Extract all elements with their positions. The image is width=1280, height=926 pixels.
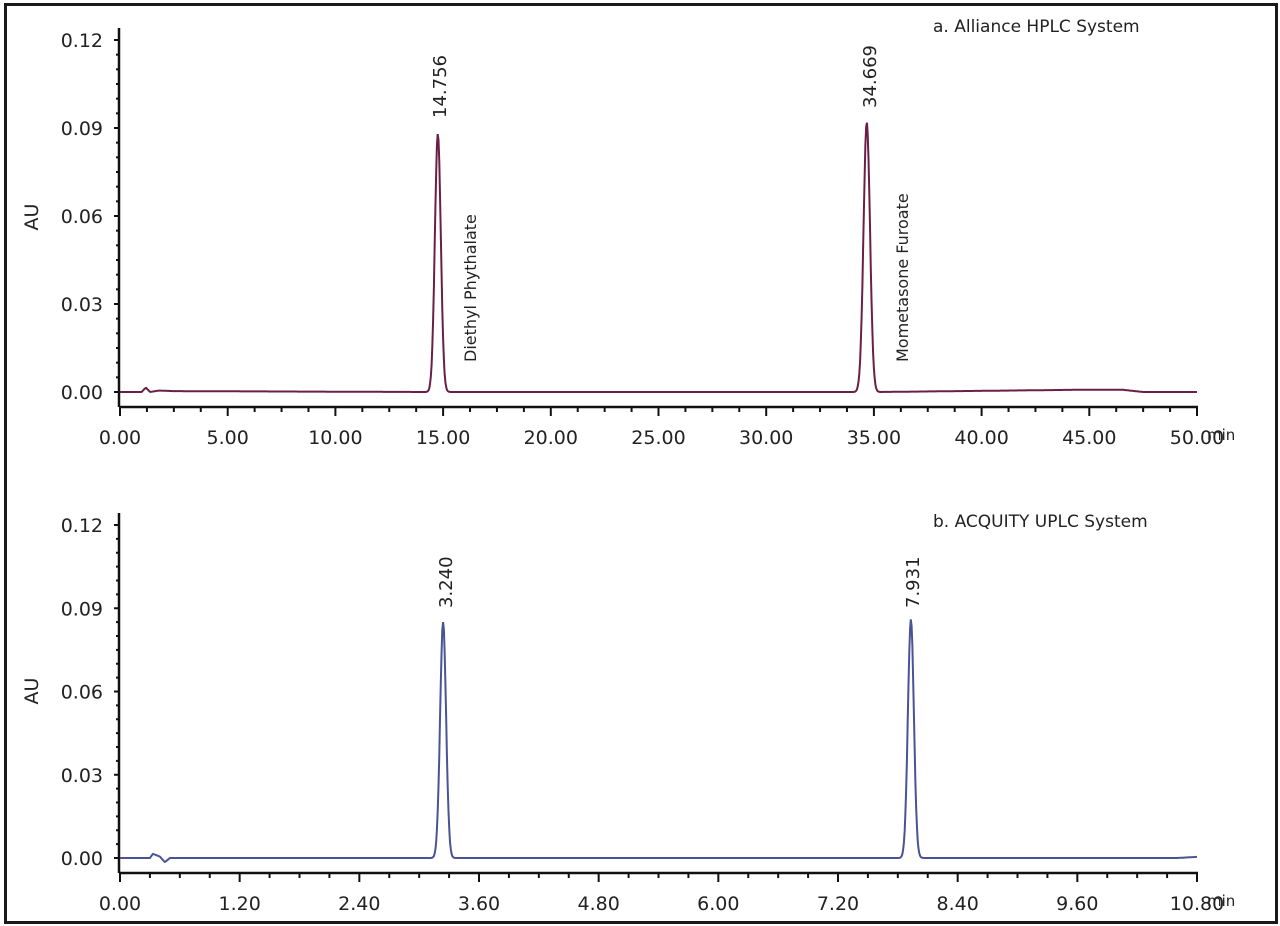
y-tick-label: 0.00 bbox=[61, 382, 103, 404]
x-tick-label: 20.00 bbox=[524, 427, 578, 449]
compound-label-mometasone-furoate: Mometasone Furoate bbox=[893, 193, 912, 362]
y-axis-title: AU bbox=[21, 678, 43, 705]
x-tick-label: 10.00 bbox=[308, 427, 362, 449]
y-axis: 0.00 0.03 0.06 0.09 0.12 bbox=[61, 513, 121, 873]
x-tick-label: 7.20 bbox=[817, 893, 859, 915]
x-tick-label: 10.80 bbox=[1170, 893, 1224, 915]
x-tick-label: 3.60 bbox=[458, 893, 500, 915]
y-axis-title: AU bbox=[21, 204, 43, 231]
peak-rt-label: 3.240 bbox=[436, 556, 457, 608]
x-tick-label: 0.00 bbox=[99, 427, 141, 449]
x-tick-label: 15.00 bbox=[416, 427, 470, 449]
x-axis-unit: min bbox=[1207, 892, 1235, 910]
panel-b-title: b. ACQUITY UPLC System bbox=[933, 512, 1148, 532]
peak-rt-label: 7.931 bbox=[903, 556, 924, 608]
compound-label-diethyl-phthalate: Diethyl Phythalate bbox=[461, 214, 480, 362]
x-tick-label: 25.00 bbox=[631, 427, 685, 449]
x-tick-label: 4.80 bbox=[578, 893, 620, 915]
hplc-trace bbox=[120, 122, 1197, 393]
panel-b-acquity-uplc: b. ACQUITY UPLC System AU 0.000.030.060.… bbox=[21, 512, 1235, 915]
y-tick-label: 0.00 bbox=[61, 848, 103, 870]
x-axis: 0.00 1.20 2.40 3.60 4.80 6.00 7.20 8.40 9.60 10.8… bbox=[99, 871, 1224, 915]
x-tick-label: 35.00 bbox=[847, 427, 901, 449]
x-tick-label: 8.40 bbox=[937, 893, 979, 915]
x-tick-label: 0.00 bbox=[99, 893, 141, 915]
x-tick-label: 9.60 bbox=[1056, 893, 1098, 915]
x-tick-label: 5.00 bbox=[207, 427, 249, 449]
uplc-trace bbox=[120, 619, 1197, 864]
peak-rt-label: 34.669 bbox=[860, 45, 881, 108]
panel-a-title: a. Alliance HPLC System bbox=[933, 17, 1140, 37]
panel-a-alliance-hplc: a. Alliance HPLC System AU 0.000.030.060… bbox=[21, 17, 1235, 449]
peak-rt-label: 14.756 bbox=[430, 55, 451, 118]
figure-frame bbox=[4, 3, 1278, 924]
x-tick-label: 6.00 bbox=[697, 893, 739, 915]
y-tick-label: 0.12 bbox=[61, 30, 103, 52]
y-axis: 0.00 0.03 0.06 0.09 0.12 bbox=[61, 28, 121, 407]
y-tick-label: 0.09 bbox=[61, 598, 103, 620]
y-tick-label: 0.06 bbox=[61, 206, 103, 228]
x-tick-label: 50.00 bbox=[1170, 427, 1224, 449]
y-tick-label: 0.12 bbox=[61, 515, 103, 537]
y-tick-label: 0.06 bbox=[61, 682, 103, 704]
y-tick-label: 0.03 bbox=[61, 765, 103, 787]
x-tick-label: 2.40 bbox=[338, 893, 380, 915]
x-axis: 0.00 5.00 10.00 15.00 20.00 25.00 30.00 35.00 40… bbox=[99, 405, 1224, 449]
x-axis-unit: min bbox=[1207, 426, 1235, 444]
x-tick-label: 40.00 bbox=[954, 427, 1008, 449]
y-tick-label: 0.03 bbox=[61, 294, 103, 316]
x-tick-label: 45.00 bbox=[1062, 427, 1116, 449]
x-tick-label: 1.20 bbox=[219, 893, 261, 915]
y-tick-label: 0.09 bbox=[61, 118, 103, 140]
x-tick-label: 30.00 bbox=[739, 427, 793, 449]
